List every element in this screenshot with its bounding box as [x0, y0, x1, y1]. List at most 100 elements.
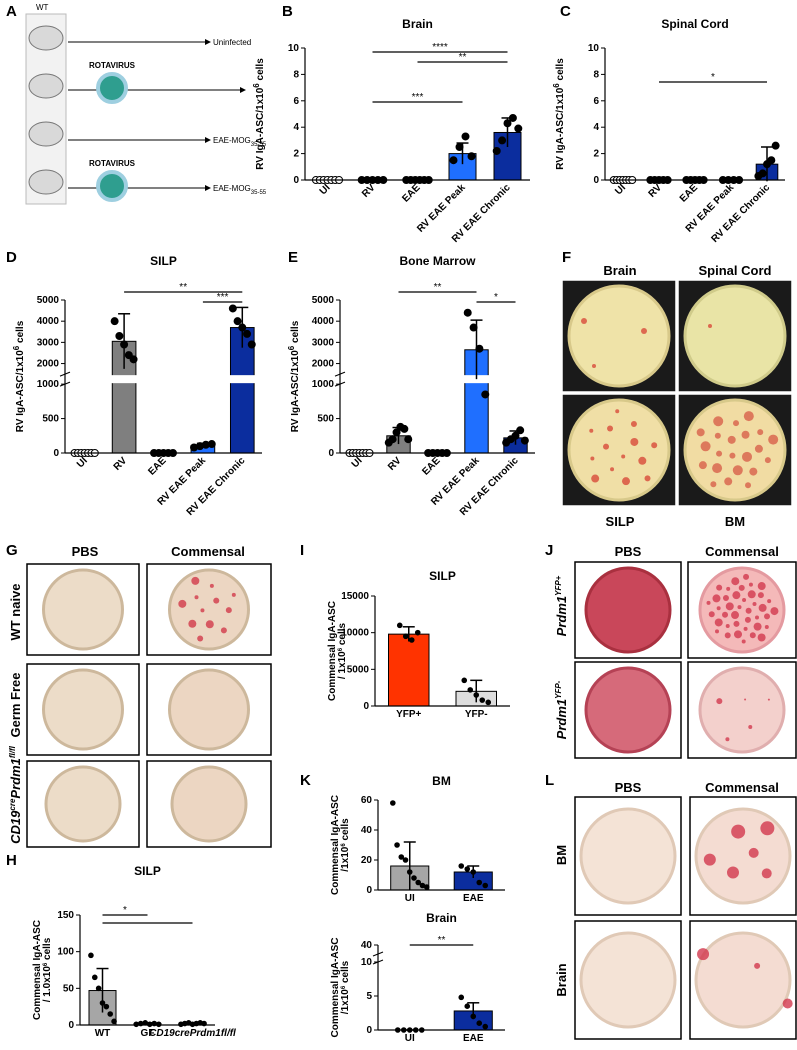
data-point	[103, 1003, 110, 1010]
spot	[727, 435, 736, 444]
y-axis-label: Commensal IgA-ASC	[330, 795, 341, 895]
label-part: Prdm1	[554, 699, 569, 739]
spot	[188, 619, 197, 628]
data-point	[520, 436, 529, 445]
significance-label: **	[438, 935, 446, 946]
data-point	[91, 974, 98, 981]
well	[683, 284, 787, 388]
well	[44, 765, 122, 843]
y-tick-label: 5000	[347, 664, 370, 675]
data-point	[464, 866, 471, 872]
spot	[716, 450, 723, 457]
x-tick-label: RV	[360, 182, 378, 200]
y-tick-label: 10000	[341, 628, 369, 639]
label-part: RV IgA-ASC/1x10	[555, 87, 566, 170]
spot	[754, 962, 761, 969]
data-point	[398, 854, 405, 860]
data-point	[470, 869, 477, 875]
data-point	[396, 622, 403, 629]
chart-title: Brain	[402, 17, 433, 31]
spot	[191, 576, 200, 585]
spot	[638, 456, 647, 465]
y-tick-label: 5	[366, 991, 372, 1002]
panel-letter: F	[562, 249, 571, 266]
data-point	[514, 124, 523, 133]
spot	[743, 411, 754, 422]
data-point	[111, 1018, 117, 1025]
data-point	[88, 952, 94, 959]
panel-letter: A	[6, 3, 17, 20]
y-tick-label: 5000	[312, 295, 335, 306]
data-point	[470, 1013, 477, 1020]
label-part: Commensal IgA-ASC	[330, 795, 341, 895]
data-point	[120, 340, 129, 349]
label: ROTAVIRUS	[89, 61, 136, 70]
y-tick-label: 150	[57, 910, 74, 921]
spot	[722, 611, 729, 618]
spot	[716, 698, 723, 705]
spot	[231, 592, 236, 597]
data-point	[473, 692, 480, 698]
data-point	[115, 332, 124, 341]
label-sup: 6	[552, 83, 561, 88]
data-point	[243, 329, 252, 338]
label-part: cells	[337, 622, 348, 647]
label-sup: 6	[252, 83, 261, 88]
spot	[610, 467, 615, 472]
y-tick-label: 40	[361, 940, 373, 951]
y-tick-label: 0	[593, 175, 599, 186]
label-sub: 35-55	[251, 142, 267, 148]
data-point	[479, 697, 486, 703]
panel-letter: C	[560, 3, 571, 20]
data-point	[247, 340, 256, 349]
spot	[741, 430, 750, 439]
spot	[753, 622, 762, 631]
spot	[603, 443, 610, 450]
data-point	[771, 141, 780, 150]
chart-title: SILP	[150, 254, 177, 268]
label-part: /1x10	[340, 846, 351, 871]
spot	[722, 595, 729, 602]
arrow-head	[240, 87, 246, 93]
spot	[715, 629, 719, 634]
spot	[742, 598, 747, 603]
label-sup: 6	[43, 962, 49, 966]
spot	[732, 465, 743, 476]
significance-label: *	[711, 72, 715, 83]
spot	[749, 467, 758, 476]
spot	[747, 590, 756, 599]
spot	[757, 429, 764, 436]
label: EAE-MOG35-55	[213, 136, 267, 148]
label-sup: 6	[341, 843, 347, 847]
virus	[96, 170, 128, 202]
y-tick-label: 10	[588, 43, 600, 54]
spot	[757, 582, 766, 591]
spot	[712, 463, 723, 474]
spot	[726, 586, 731, 591]
arrow-head	[205, 185, 211, 191]
label-part: cells	[15, 320, 26, 345]
column-label: PBS	[615, 780, 642, 795]
data-point	[475, 344, 484, 353]
chart-title: SILP	[134, 864, 161, 878]
spot	[754, 615, 759, 620]
label-part: cells	[42, 937, 53, 962]
significance-label: *	[123, 905, 127, 916]
spot	[757, 592, 764, 599]
spot	[205, 620, 214, 629]
spot	[712, 594, 721, 603]
spot	[770, 607, 779, 616]
mouse	[28, 25, 64, 51]
well	[584, 666, 672, 754]
spot	[752, 601, 757, 606]
y-tick-label: 20	[361, 855, 373, 866]
y-tick-label: 8	[593, 69, 599, 80]
spot	[630, 420, 637, 427]
data-point	[402, 633, 409, 640]
data-point	[414, 629, 421, 636]
data-point	[233, 317, 242, 326]
label-sup: cre	[8, 798, 17, 811]
label-part: / 1.0x10	[42, 966, 53, 1003]
data-point	[155, 1021, 162, 1028]
chart-title: BM	[432, 774, 451, 788]
